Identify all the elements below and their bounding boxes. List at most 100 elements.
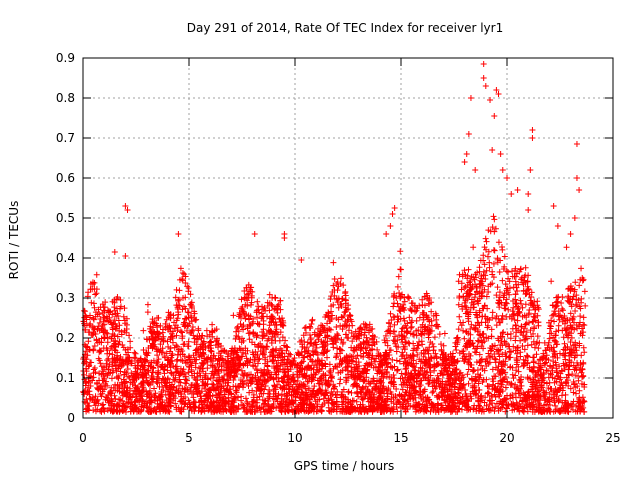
data-point — [249, 375, 256, 382]
data-point — [384, 342, 391, 349]
data-point — [247, 286, 254, 293]
data-point — [479, 282, 486, 289]
data-point — [274, 381, 281, 388]
data-point — [233, 389, 240, 396]
data-point — [476, 351, 483, 358]
data-point — [354, 363, 361, 370]
data-point — [528, 341, 535, 348]
data-point — [525, 285, 532, 292]
data-point — [458, 406, 465, 413]
data-point — [378, 370, 385, 377]
data-point — [319, 341, 326, 348]
data-point — [483, 293, 490, 300]
data-point — [89, 323, 96, 330]
data-point — [273, 360, 280, 367]
data-point — [360, 385, 367, 392]
data-point — [455, 326, 462, 333]
data-point — [112, 320, 119, 327]
data-point — [331, 334, 338, 341]
data-point — [429, 389, 436, 396]
data-point — [517, 349, 524, 356]
data-point — [177, 379, 184, 386]
data-point — [502, 349, 509, 356]
data-point — [286, 389, 293, 396]
data-point — [380, 375, 387, 382]
data-point — [510, 312, 517, 319]
data-point — [401, 333, 408, 340]
data-point — [182, 305, 189, 312]
data-point — [357, 324, 364, 331]
data-point — [127, 408, 134, 415]
data-point — [570, 379, 577, 386]
data-point — [89, 377, 96, 384]
data-point — [377, 378, 384, 385]
data-point — [267, 374, 274, 381]
data-point — [514, 311, 521, 318]
data-point — [532, 386, 539, 392]
data-point — [492, 393, 499, 400]
data-point — [363, 338, 370, 345]
data-point — [325, 404, 332, 411]
data-point — [560, 384, 567, 391]
data-point — [305, 347, 312, 354]
data-point — [315, 325, 322, 332]
data-point — [411, 367, 418, 374]
data-point — [240, 308, 247, 315]
data-point — [209, 400, 216, 407]
data-point — [324, 333, 331, 340]
data-point — [516, 401, 523, 408]
data-point — [391, 321, 398, 328]
data-point — [370, 375, 377, 382]
data-point — [510, 375, 517, 382]
data-point — [468, 321, 475, 328]
data-point — [339, 340, 346, 347]
data-point — [272, 347, 279, 354]
data-point — [198, 408, 205, 415]
data-point — [514, 317, 521, 324]
data-point — [307, 401, 314, 408]
data-point — [322, 387, 329, 394]
data-point — [328, 293, 335, 300]
chart-title: Day 291 of 2014, Rate Of TEC Index for r… — [187, 21, 503, 35]
data-point — [153, 322, 160, 329]
data-point — [495, 337, 502, 344]
data-point — [132, 382, 139, 389]
data-point — [335, 304, 342, 311]
data-point — [109, 324, 116, 331]
data-point — [467, 326, 474, 333]
data-point — [563, 244, 570, 251]
data-point — [217, 352, 224, 359]
data-point — [492, 403, 499, 410]
data-point — [318, 360, 325, 367]
data-point — [569, 371, 576, 378]
data-point — [498, 244, 505, 251]
data-point — [303, 373, 310, 380]
data-point — [314, 401, 321, 408]
data-point — [242, 350, 249, 357]
data-point — [369, 342, 376, 349]
data-point — [545, 342, 552, 349]
data-point — [450, 362, 457, 369]
data-point — [300, 381, 307, 388]
data-point — [354, 352, 361, 359]
data-point — [398, 370, 405, 377]
data-point — [521, 391, 528, 398]
data-point — [197, 372, 204, 379]
data-point — [198, 363, 205, 370]
data-point — [488, 326, 495, 333]
data-point — [393, 343, 400, 350]
data-point — [113, 323, 120, 330]
data-point — [559, 382, 566, 389]
data-point — [408, 382, 415, 389]
data-point — [546, 379, 553, 386]
data-point — [139, 363, 146, 370]
data-point — [87, 320, 94, 327]
data-point — [351, 376, 358, 383]
data-point — [375, 352, 382, 359]
data-point — [568, 334, 575, 341]
data-point — [365, 329, 372, 336]
data-point — [316, 332, 323, 339]
data-point — [132, 393, 139, 400]
data-point — [369, 378, 376, 385]
data-point — [100, 345, 107, 352]
